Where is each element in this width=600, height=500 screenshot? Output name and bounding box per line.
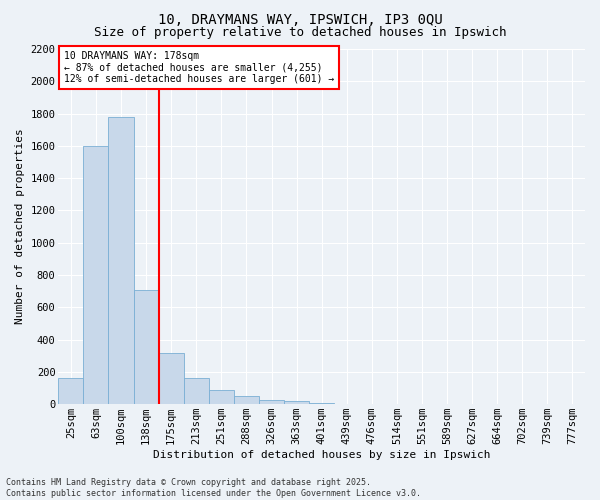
Text: Contains HM Land Registry data © Crown copyright and database right 2025.
Contai: Contains HM Land Registry data © Crown c…	[6, 478, 421, 498]
Text: 10 DRAYMANS WAY: 178sqm
← 87% of detached houses are smaller (4,255)
12% of semi: 10 DRAYMANS WAY: 178sqm ← 87% of detache…	[64, 51, 334, 84]
Bar	[209, 390, 234, 404]
Bar	[134, 290, 158, 404]
Text: 10, DRAYMANS WAY, IPSWICH, IP3 0QU: 10, DRAYMANS WAY, IPSWICH, IP3 0QU	[158, 12, 442, 26]
Bar	[58, 378, 83, 404]
Text: Size of property relative to detached houses in Ipswich: Size of property relative to detached ho…	[94, 26, 506, 39]
Bar	[109, 117, 134, 404]
Bar	[259, 400, 284, 404]
Bar	[309, 402, 334, 404]
X-axis label: Distribution of detached houses by size in Ipswich: Distribution of detached houses by size …	[153, 450, 490, 460]
Bar	[158, 352, 184, 404]
Bar	[184, 378, 209, 404]
Bar	[83, 146, 109, 404]
Bar	[234, 396, 259, 404]
Bar	[284, 401, 309, 404]
Y-axis label: Number of detached properties: Number of detached properties	[15, 128, 25, 324]
